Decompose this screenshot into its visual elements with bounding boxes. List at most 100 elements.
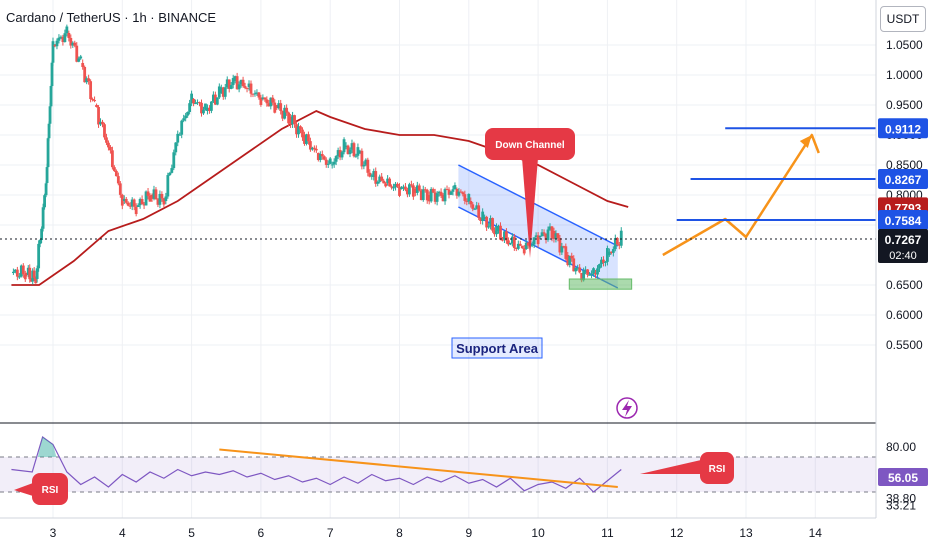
candle-body-160	[312, 147, 316, 149]
candle-body-201	[394, 183, 397, 188]
candle-body-37	[69, 37, 73, 46]
candle-body-122	[237, 84, 241, 90]
candle-body-28	[51, 41, 55, 63]
candle-body-109	[211, 94, 215, 102]
candle-body-3	[15, 269, 19, 277]
candle-body-175	[342, 139, 346, 153]
candle-body-279	[548, 226, 552, 230]
candle-body-31	[57, 37, 61, 41]
candle-body-12	[31, 270, 35, 282]
support-area-box	[568, 278, 633, 290]
candle-body-137	[267, 103, 271, 107]
candle-body-48	[91, 99, 94, 101]
y-tick-0.8500: 0.8500	[886, 158, 923, 172]
rsi-callout-left-label: RSI	[42, 485, 59, 496]
candle-body-222	[435, 193, 439, 202]
candle-body-113	[219, 87, 223, 93]
candle-body-200	[392, 187, 395, 189]
candle-body-236	[463, 194, 467, 201]
candle-body-251	[493, 230, 496, 235]
candle-body-38	[71, 42, 75, 46]
candle-body-120	[233, 76, 237, 81]
x-tick-5: 5	[188, 526, 195, 540]
candle-body-146	[285, 107, 289, 113]
candle-body-90	[174, 142, 178, 153]
y-tick-0.6000: 0.6000	[886, 308, 923, 322]
y-tick-1.0500: 1.0500	[886, 38, 923, 52]
candle-body-115	[223, 87, 227, 97]
candle-body-21	[44, 183, 48, 196]
projection-arrow	[662, 133, 820, 257]
candle-body-77	[148, 195, 152, 202]
candle-body-16	[37, 243, 41, 269]
candle-body-268	[526, 242, 530, 246]
rsi-tick-38.80: 38.80	[886, 492, 916, 506]
candle-body-49	[93, 100, 96, 102]
candle-body-231	[453, 185, 457, 190]
candle-body-56	[107, 142, 110, 148]
candle-body-267	[524, 242, 528, 249]
candle-body-152	[297, 126, 300, 135]
candle-body-128	[249, 83, 253, 94]
candle-body-55	[105, 137, 108, 143]
candle-body-47	[89, 81, 93, 100]
candle-body-40	[75, 45, 79, 62]
candle-body-184	[360, 150, 364, 167]
candle-body-282	[554, 233, 558, 240]
candle-body-174	[340, 152, 344, 158]
candle-body-9	[26, 267, 30, 275]
candle-body-54	[103, 124, 106, 138]
candle-body-124	[241, 79, 245, 87]
candle-body-208	[408, 184, 411, 195]
rsi-pane: RSI RSI	[0, 436, 876, 505]
candle-body-218	[427, 195, 431, 202]
candle-body-98	[190, 93, 193, 104]
candle-body-270	[530, 244, 534, 246]
candle-body-68	[130, 199, 134, 207]
currency-unit-button[interactable]: USDT	[880, 6, 926, 32]
candle-body-165	[322, 156, 326, 160]
candle-body-131	[255, 92, 259, 94]
candle-body-287	[564, 246, 568, 259]
candle-body-260	[510, 236, 514, 243]
current-price-value: 0.7267	[885, 233, 922, 247]
candle-body-186	[364, 159, 368, 165]
candle-body-206	[404, 186, 407, 190]
candle-body-202	[396, 183, 399, 187]
candle-body-119	[231, 78, 235, 86]
candle-body-243	[477, 205, 481, 218]
candle-body-123	[239, 79, 243, 85]
candle-body-296	[582, 270, 586, 281]
candle-body-212	[415, 185, 419, 193]
candle-body-5	[19, 265, 23, 277]
candle-body-283	[556, 233, 560, 239]
candle-body-151	[295, 124, 298, 135]
candle-body-211	[413, 189, 417, 193]
down-channel-label: Down Channel	[495, 140, 565, 151]
candle-body-249	[489, 218, 492, 227]
candle-body-75	[144, 191, 148, 206]
rsi-callout-right-box	[700, 452, 734, 484]
candle-countdown: 02:40	[889, 250, 917, 262]
candle-body-295	[580, 273, 584, 281]
candle-body-240	[471, 204, 475, 209]
candle-body-203	[398, 186, 401, 196]
candle-body-299	[588, 274, 591, 276]
candle-body-95	[184, 115, 188, 119]
axes: 345678910111213141.05001.00000.95000.900…	[0, 0, 928, 540]
candle-body-310	[609, 251, 613, 253]
candle-body-311	[611, 249, 615, 253]
candle-body-132	[257, 92, 261, 98]
candle-body-276	[542, 232, 546, 234]
candle-body-153	[299, 126, 302, 130]
candle-body-255	[501, 239, 504, 241]
candle-body-261	[512, 236, 516, 248]
candle-body-253	[497, 225, 500, 231]
candle-body-291	[572, 258, 576, 272]
candle-body-241	[473, 208, 477, 210]
channel-fill	[458, 165, 618, 288]
candle-body-277	[544, 233, 548, 240]
candle-body-15	[35, 268, 39, 279]
candle-body-170	[332, 161, 336, 165]
candle-body-278	[546, 229, 550, 240]
